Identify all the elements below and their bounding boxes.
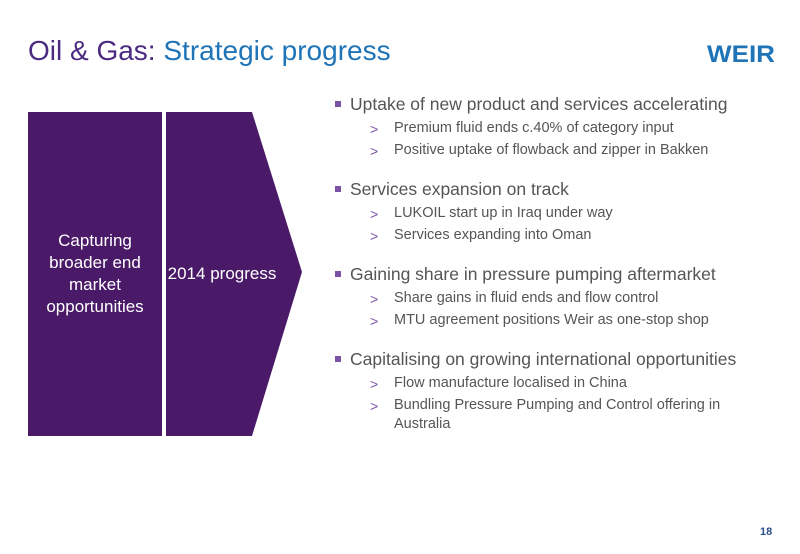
bullet-square-icon bbox=[335, 356, 341, 362]
sub-bullet-text: Premium fluid ends c.40% of category inp… bbox=[394, 120, 674, 136]
bullet-group: Uptake of new product and services accel… bbox=[334, 92, 774, 160]
sub-bullet-item: > Positive uptake of flowback and zipper … bbox=[334, 141, 774, 160]
chevron-right-icon: > bbox=[370, 228, 379, 244]
chevron-right-icon: > bbox=[370, 313, 379, 329]
sub-bullet-text: Bundling Pressure Pumping and Control of… bbox=[394, 397, 721, 432]
bullet-text: Gaining share in pressure pumping afterm… bbox=[350, 264, 716, 284]
bullet-group: Gaining share in pressure pumping afterm… bbox=[334, 262, 774, 330]
slide-title: Oil & Gas: Strategic progress bbox=[28, 34, 391, 68]
sub-bullet-text: Services expanding into Oman bbox=[394, 227, 592, 243]
sub-bullet-item: > Share gains in fluid ends and flow cont… bbox=[334, 289, 774, 308]
panel-2014-progress-text: 2014 progress bbox=[167, 264, 277, 283]
sub-bullet-text: Positive uptake of flowback and zipper i… bbox=[394, 142, 709, 158]
bullet-list: Uptake of new product and services accel… bbox=[334, 92, 774, 451]
sub-bullet-item: > MTU agreement positions Weir as one-sto… bbox=[334, 311, 774, 330]
bullet-square-icon bbox=[335, 186, 341, 192]
sub-bullet-item: > Services expanding into Oman bbox=[334, 226, 774, 245]
chevron-right-icon: > bbox=[370, 376, 379, 392]
sub-bullet-item: > LUKOIL start up in Iraq under way bbox=[334, 204, 774, 223]
title-part-1: Oil & Gas: bbox=[28, 35, 156, 66]
sub-bullet-item: > Premium fluid ends c.40% of category in… bbox=[334, 119, 774, 138]
chevron-right-icon: > bbox=[370, 206, 379, 222]
bullet-group: Services expansion on track > LUKOIL star… bbox=[334, 177, 774, 245]
bullet-square-icon bbox=[335, 271, 341, 277]
sub-bullet-text: LUKOIL start up in Iraq under way bbox=[394, 205, 613, 221]
chevron-arrow-shape bbox=[166, 112, 302, 436]
bullet-item: Services expansion on track bbox=[334, 177, 774, 201]
page-number: 18 bbox=[760, 526, 773, 538]
bullet-text: Capitalising on growing international op… bbox=[350, 349, 737, 369]
bullet-text: Services expansion on track bbox=[350, 179, 569, 199]
weir-logo: WEIR bbox=[706, 40, 776, 68]
panel-2014-progress: 2014 progress bbox=[166, 112, 302, 436]
bullet-item: Gaining share in pressure pumping afterm… bbox=[334, 262, 774, 286]
bullet-text: Uptake of new product and services accel… bbox=[350, 94, 728, 114]
title-part-2: Strategic progress bbox=[163, 35, 391, 66]
bullet-item: Uptake of new product and services accel… bbox=[334, 92, 774, 116]
chevron-right-icon: > bbox=[370, 291, 379, 307]
sub-bullet-text: Flow manufacture localised in China bbox=[394, 375, 627, 391]
panel-capturing-text: Capturing broader end market opportuniti… bbox=[46, 231, 144, 316]
bullet-group: Capitalising on growing international op… bbox=[334, 347, 774, 434]
sub-bullet-item: > Bundling Pressure Pumping and Control o… bbox=[334, 396, 774, 434]
panel-capturing: Capturing broader end market opportuniti… bbox=[28, 112, 162, 436]
chevron-right-icon: > bbox=[370, 398, 379, 414]
sub-bullet-text: Share gains in fluid ends and flow contr… bbox=[394, 290, 659, 306]
bullet-square-icon bbox=[335, 101, 341, 107]
chevron-right-icon: > bbox=[370, 143, 379, 159]
bullet-item: Capitalising on growing international op… bbox=[334, 347, 774, 371]
sub-bullet-text: MTU agreement positions Weir as one-stop… bbox=[394, 312, 709, 328]
logo-text: WEIR bbox=[707, 41, 775, 66]
sub-bullet-item: > Flow manufacture localised in China bbox=[334, 374, 774, 393]
chevron-right-icon: > bbox=[370, 121, 379, 137]
